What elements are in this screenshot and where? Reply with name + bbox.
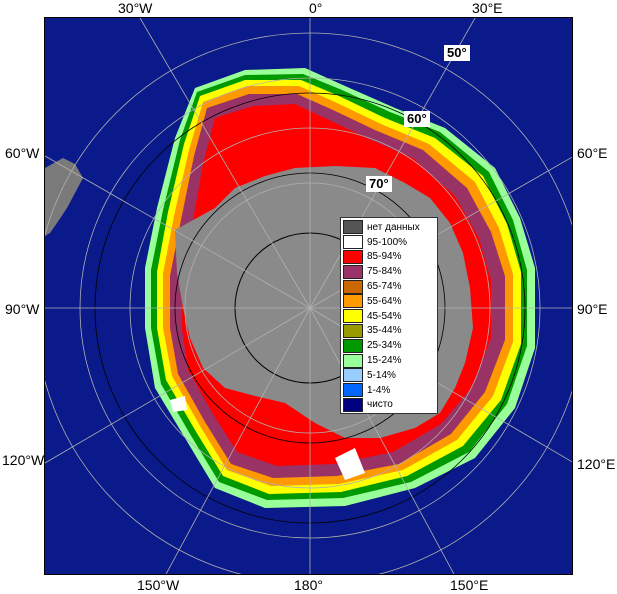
ice-95-100-patch (335, 448, 365, 480)
legend-swatch (343, 353, 363, 368)
meridian-label-bottom: 150°W (137, 577, 180, 593)
meridian-label-left: 90°W (5, 301, 40, 317)
legend-swatch (343, 294, 363, 309)
polar-projection (45, 18, 572, 574)
legend-swatch (343, 397, 363, 412)
legend-item: 5-14% (343, 368, 435, 383)
legend-label: 45-54% (367, 310, 402, 322)
legend-item: 25-34% (343, 338, 435, 353)
legend-swatch (343, 383, 363, 398)
legend-swatch (343, 323, 363, 338)
legend-item: 55-64% (343, 294, 435, 309)
legend-label: 35-44% (367, 325, 402, 337)
legend-item: чисто (343, 397, 435, 413)
latitude-label: 70° (366, 176, 392, 192)
ice-95-100-patch (170, 396, 187, 412)
legend-item: 95-100% (343, 235, 435, 250)
south-america-land (45, 158, 83, 236)
legend-label: 15-24% (367, 355, 402, 367)
meridian-label-left: 120°W (2, 452, 45, 468)
meridian-label-top: 30°W (118, 0, 153, 16)
legend-label: 55-64% (367, 295, 402, 307)
legend-label: 85-94% (367, 251, 402, 263)
latitude-label: 60° (404, 111, 430, 127)
meridian-label-bottom: 180° (294, 577, 323, 593)
legend-item: 35-44% (343, 323, 435, 339)
legend-swatch (343, 249, 363, 264)
legend-label: 1-4% (367, 384, 391, 396)
legend-label: чисто (367, 399, 393, 411)
meridian-label-right: 60°E (577, 145, 608, 161)
legend-label: 75-84% (367, 266, 402, 278)
legend-item: 75-84% (343, 264, 435, 279)
legend-item: 65-74% (343, 279, 435, 294)
legend-label: 25-34% (367, 340, 402, 352)
legend-item: 85-94% (343, 249, 435, 265)
latitude-label: 50° (444, 45, 470, 61)
legend-label: 95-100% (367, 236, 408, 248)
legend-swatch (343, 338, 363, 353)
legend-label: нет данных (367, 221, 420, 233)
legend-swatch (343, 309, 363, 324)
meridian-label-right: 120°E (577, 456, 616, 472)
legend-swatch (343, 368, 363, 383)
legend-swatch (343, 220, 363, 235)
meridian-label-top: 30°E (472, 0, 503, 16)
sea-ice-map (44, 17, 573, 575)
legend-item: 45-54% (343, 309, 435, 324)
legend-swatch (343, 235, 363, 250)
meridian-label-left: 60°W (5, 145, 40, 161)
legend-label: 5-14% (367, 369, 396, 381)
legend-label: 65-74% (367, 281, 402, 293)
legend-swatch (343, 264, 363, 279)
meridian-label-top: 0° (309, 0, 323, 16)
concentration-legend: нет данных 95-100% 85-94% 75-84% 65-74% 55-64… (340, 217, 438, 415)
legend-swatch (343, 279, 363, 294)
legend-item: нет данных (343, 220, 435, 235)
legend-item: 1-4% (343, 383, 435, 398)
legend-item: 15-24% (343, 353, 435, 368)
meridian-label-bottom: 150°E (450, 577, 489, 593)
meridian-label-right: 90°E (577, 301, 608, 317)
